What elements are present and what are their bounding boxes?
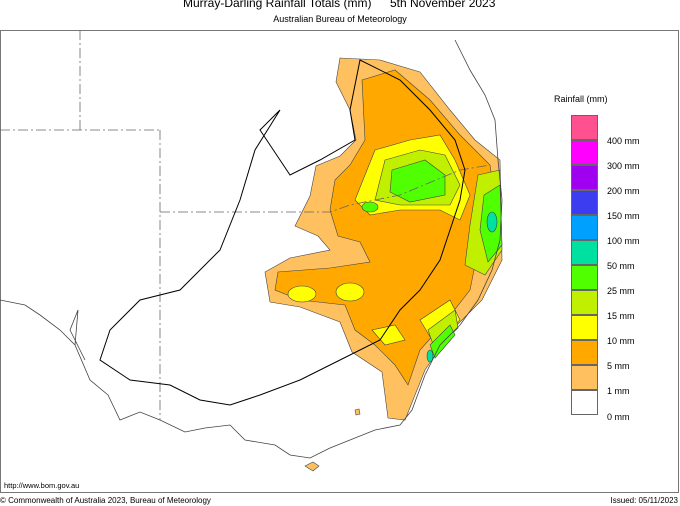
legend-label: 25 mm: [607, 286, 635, 296]
legend-label: 10 mm: [607, 336, 635, 346]
legend-label: 200 mm: [607, 186, 640, 196]
issued-date: Issued: 05/11/2023: [610, 496, 678, 505]
rainfall-map: [0, 30, 503, 472]
map-subtitle: Australian Bureau of Meteorology: [273, 14, 407, 24]
legend-swatch-15: [571, 290, 598, 315]
legend-label: 50 mm: [607, 261, 635, 271]
title-date: 5th November 2023: [390, 0, 496, 10]
legend-swatch-100: [571, 215, 598, 240]
legend-swatch-300: [571, 140, 598, 165]
map-frame: [0, 30, 679, 493]
basin-boundary: [99, 59, 466, 406]
coastline: [0, 39, 503, 459]
legend-label: 100 mm: [607, 236, 640, 246]
legend-swatch-1: [571, 365, 598, 390]
legend-label: 300 mm: [607, 161, 640, 171]
legend-label: 1 mm: [607, 386, 630, 396]
bom-url-link[interactable]: http://www.bom.gov.au: [4, 481, 80, 490]
legend-swatch-150: [571, 190, 598, 215]
legend-title: Rainfall (mm): [554, 94, 608, 104]
legend-swatch-400plus: [571, 115, 598, 140]
legend-swatch-50: [571, 240, 598, 265]
legend-swatch-200: [571, 165, 598, 190]
legend-label: 5 mm: [607, 361, 630, 371]
legend-label: 150 mm: [607, 211, 640, 221]
legend-swatch-5: [571, 340, 598, 365]
legend-label: 0 mm: [607, 412, 630, 422]
title-text: Murray-Darling Rainfall Totals (mm): [183, 0, 372, 10]
rainfall-50mm: [426, 211, 498, 363]
copyright: © Commonwealth of Australia 2023, Bureau…: [0, 496, 211, 505]
legend-swatch-25: [571, 265, 598, 290]
legend-swatch-0: [571, 390, 598, 415]
legend-label: 15 mm: [607, 311, 635, 321]
legend-label: 400 mm: [607, 136, 640, 146]
rainfall-25mm: [361, 159, 503, 359]
legend-swatch-10: [571, 315, 598, 340]
